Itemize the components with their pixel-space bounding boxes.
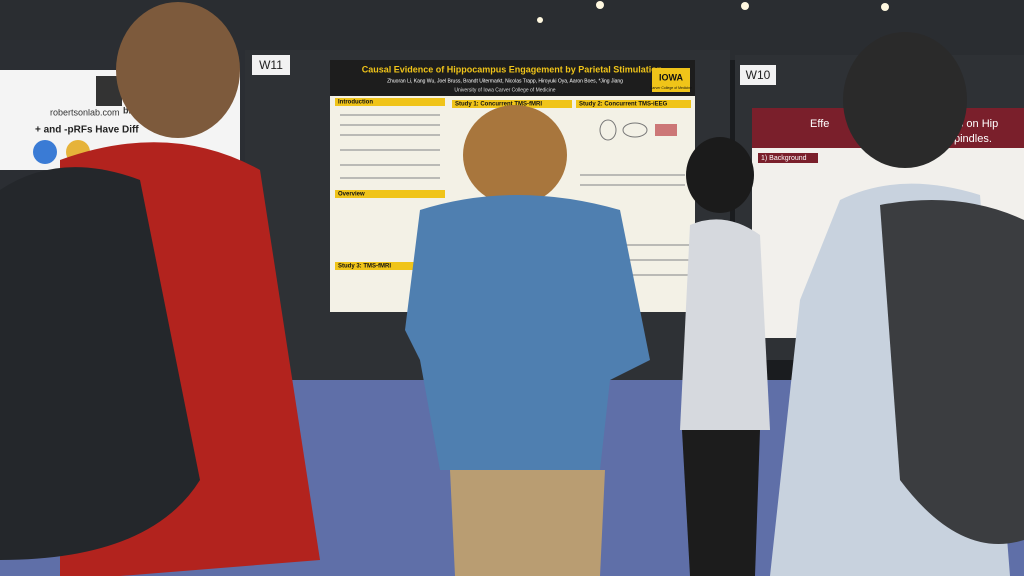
- head: [686, 137, 754, 213]
- section-bar: [758, 153, 818, 163]
- sign: [740, 65, 776, 85]
- section-bar: [576, 100, 691, 108]
- text-lines: [340, 114, 690, 276]
- poster-text: robertsonlab.com: [50, 107, 120, 117]
- figure: [655, 124, 677, 136]
- head: [843, 32, 967, 168]
- pants: [682, 430, 760, 576]
- sign: [252, 55, 290, 75]
- person-blue-shirt: [405, 105, 650, 576]
- logo: [652, 68, 690, 92]
- person-presenter: [680, 137, 770, 576]
- section-heading: 1) Background: [761, 155, 807, 162]
- poster-authors: Zhuoran Li, Kang Wu, Joel Bruss, Brandt …: [387, 78, 623, 84]
- figure: [622, 122, 648, 138]
- backpack: [880, 200, 1024, 544]
- section-heading: Study 1: Concurrent TMS-fMRI: [455, 102, 542, 108]
- section-bar: [452, 100, 572, 108]
- logo-text: IOWA: [659, 72, 683, 82]
- sign-label: W11: [259, 58, 283, 72]
- pants: [450, 470, 605, 576]
- person-red-sweater: [0, 2, 320, 576]
- person-striped-shirt: [770, 32, 1024, 576]
- section-bar: [335, 262, 445, 270]
- section-heading: Overview: [338, 192, 365, 198]
- section-heading: Study 2: Concurrent TMS-iEEG: [579, 102, 668, 108]
- light: [596, 1, 604, 9]
- figure: [599, 119, 617, 141]
- section-bar: [335, 98, 445, 106]
- poster-title: Effe: [810, 118, 829, 130]
- light: [741, 2, 749, 10]
- head: [116, 2, 240, 138]
- head: [463, 105, 567, 205]
- poster-title: Causal Evidence of Hippocampus Engagemen…: [362, 64, 663, 74]
- section-heading: Study 3: TMS-fMRI: [338, 264, 391, 270]
- poster-heading: + and -pRFs Have Diff: [35, 125, 139, 136]
- section-bar: [335, 190, 445, 198]
- logo-sub: Carver College of Medicine: [650, 86, 692, 90]
- torso: [405, 195, 650, 470]
- sign-label: W10: [746, 68, 771, 82]
- light: [537, 17, 543, 23]
- poster-header: [330, 60, 695, 96]
- light: [881, 3, 889, 11]
- torso: [680, 219, 770, 430]
- poster-affiliation: University of Iowa Carver College of Med…: [454, 87, 555, 93]
- backpack: [0, 167, 200, 560]
- section-heading: Introduction: [338, 100, 373, 106]
- figure: [33, 140, 57, 164]
- ceiling-lights: [537, 1, 889, 23]
